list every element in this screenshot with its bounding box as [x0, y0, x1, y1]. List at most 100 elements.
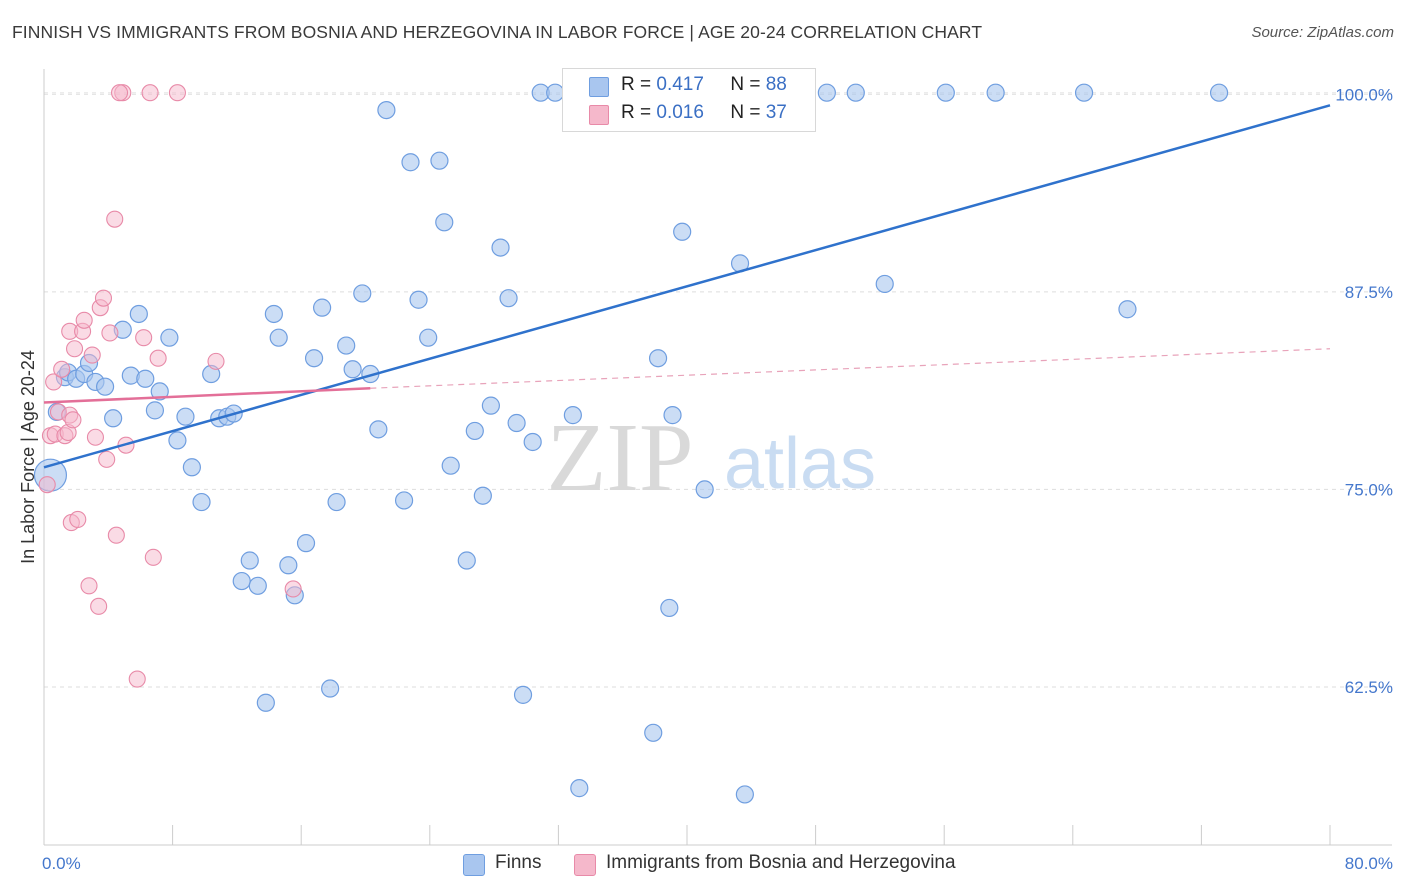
bosnia-point — [86, 428, 104, 446]
finns-point — [168, 431, 187, 450]
x-tick-label-0: 0.0% — [42, 854, 81, 873]
finns-point — [735, 785, 754, 804]
bosnia-point — [144, 548, 162, 566]
bosnia-point — [111, 84, 129, 102]
bosnia-trend-line — [43, 387, 371, 404]
r-value: 0.417 — [656, 74, 704, 95]
finns-point — [936, 83, 955, 102]
axes — [43, 69, 1392, 846]
finns-swatch — [589, 77, 609, 97]
bosnia-point — [83, 346, 101, 364]
bosnia-point — [64, 411, 82, 429]
finns-point — [648, 349, 668, 368]
legend-label-bosnia: Immigrants from Bosnia and Herzegovina — [606, 852, 956, 873]
bosnia-point — [75, 311, 93, 329]
finns-point — [401, 153, 420, 172]
bosnia-legend-swatch — [574, 854, 596, 876]
finns-point — [136, 369, 155, 388]
r-label: R = — [621, 102, 652, 123]
finns-point — [269, 328, 288, 347]
bosnia-point — [207, 352, 225, 370]
y-tick-label-2: 87.5% — [1345, 283, 1393, 302]
bosnia-point — [45, 373, 63, 391]
finns-point — [570, 779, 589, 798]
r-value: 0.016 — [656, 102, 704, 123]
finns-point — [343, 360, 362, 379]
bosnia-point — [128, 670, 146, 688]
finns-point — [279, 556, 298, 575]
finns-point — [663, 406, 682, 425]
finns-point — [491, 238, 510, 257]
finns-point — [499, 289, 518, 308]
finns-point — [232, 571, 251, 591]
finns-point — [327, 492, 346, 512]
watermark-atlas: atlas — [724, 424, 876, 504]
finns-point — [875, 274, 894, 294]
finns-point — [160, 328, 179, 347]
finns-point — [457, 551, 476, 570]
finns-point — [192, 492, 211, 512]
finns-point — [673, 222, 692, 241]
bosnia-point — [65, 340, 84, 358]
finns-point — [296, 534, 316, 553]
finns-point — [95, 377, 115, 396]
chart-title: FINNISH VS IMMIGRANTS FROM BOSNIA AND HE… — [12, 22, 983, 42]
finns-point — [1074, 83, 1094, 102]
y-tick-label-3: 100.0% — [1335, 85, 1393, 104]
y-tick-label-0: 62.5% — [1345, 678, 1393, 697]
finns-point — [523, 432, 542, 452]
finns-point — [304, 349, 324, 368]
finns-point — [846, 83, 865, 102]
bosnia-point — [53, 360, 71, 378]
x-tick-label-1: 80.0% — [1345, 854, 1393, 873]
finns-point — [150, 382, 169, 401]
finns-point — [394, 491, 414, 510]
finns-point — [176, 407, 195, 426]
finns-point — [986, 83, 1005, 102]
finns-point — [353, 284, 372, 303]
finns-point — [240, 551, 259, 570]
finns-point — [817, 83, 836, 102]
finns-point — [473, 486, 492, 505]
finns-trend-line — [43, 104, 1331, 469]
bosnia-point — [101, 324, 119, 342]
n-label: N = — [730, 74, 761, 95]
trend-lines — [43, 104, 1331, 469]
finns-point — [369, 420, 388, 439]
bosnia-point — [168, 84, 186, 102]
finns-point — [1209, 83, 1229, 102]
tick-labels: 62.5% 75.0% 87.5% 100.0% 0.0% 80.0% — [42, 85, 1393, 873]
finns-point — [465, 421, 484, 441]
finns-point — [419, 328, 438, 347]
finns-point — [644, 723, 663, 742]
finns-point — [337, 336, 356, 355]
bosnia-point — [106, 210, 124, 228]
bosnia-swatch — [589, 105, 609, 125]
finns-point — [129, 304, 148, 324]
finns-point — [1118, 300, 1137, 319]
finns-point — [660, 598, 679, 618]
finns-point — [430, 151, 449, 170]
n-label: N = — [730, 102, 761, 123]
finns-point — [441, 456, 460, 475]
finns-legend-swatch — [463, 854, 485, 876]
bosnia-point — [141, 84, 159, 102]
bosnia-point — [135, 329, 153, 347]
source-label: Source: ZipAtlas.com — [1251, 24, 1394, 41]
finns-point — [256, 693, 275, 712]
finns-point — [435, 213, 454, 232]
grid-lines — [44, 92, 1392, 688]
watermark: ZIP atlas — [547, 404, 877, 512]
y-axis-label: In Labor Force | Age 20-24 — [18, 350, 38, 564]
bosnia-point — [69, 510, 87, 528]
finns-point — [507, 413, 526, 433]
bosnia-point — [38, 476, 56, 494]
finns-point — [264, 304, 283, 324]
bottom-legend: Finns Immigrants from Bosnia and Herzego… — [0, 852, 1406, 876]
finns-point — [145, 401, 165, 420]
finns-point — [481, 396, 500, 415]
finns-point — [104, 409, 123, 428]
legend-label-finns: Finns — [495, 852, 542, 873]
finns-point — [312, 298, 332, 317]
finns-point — [409, 290, 428, 309]
